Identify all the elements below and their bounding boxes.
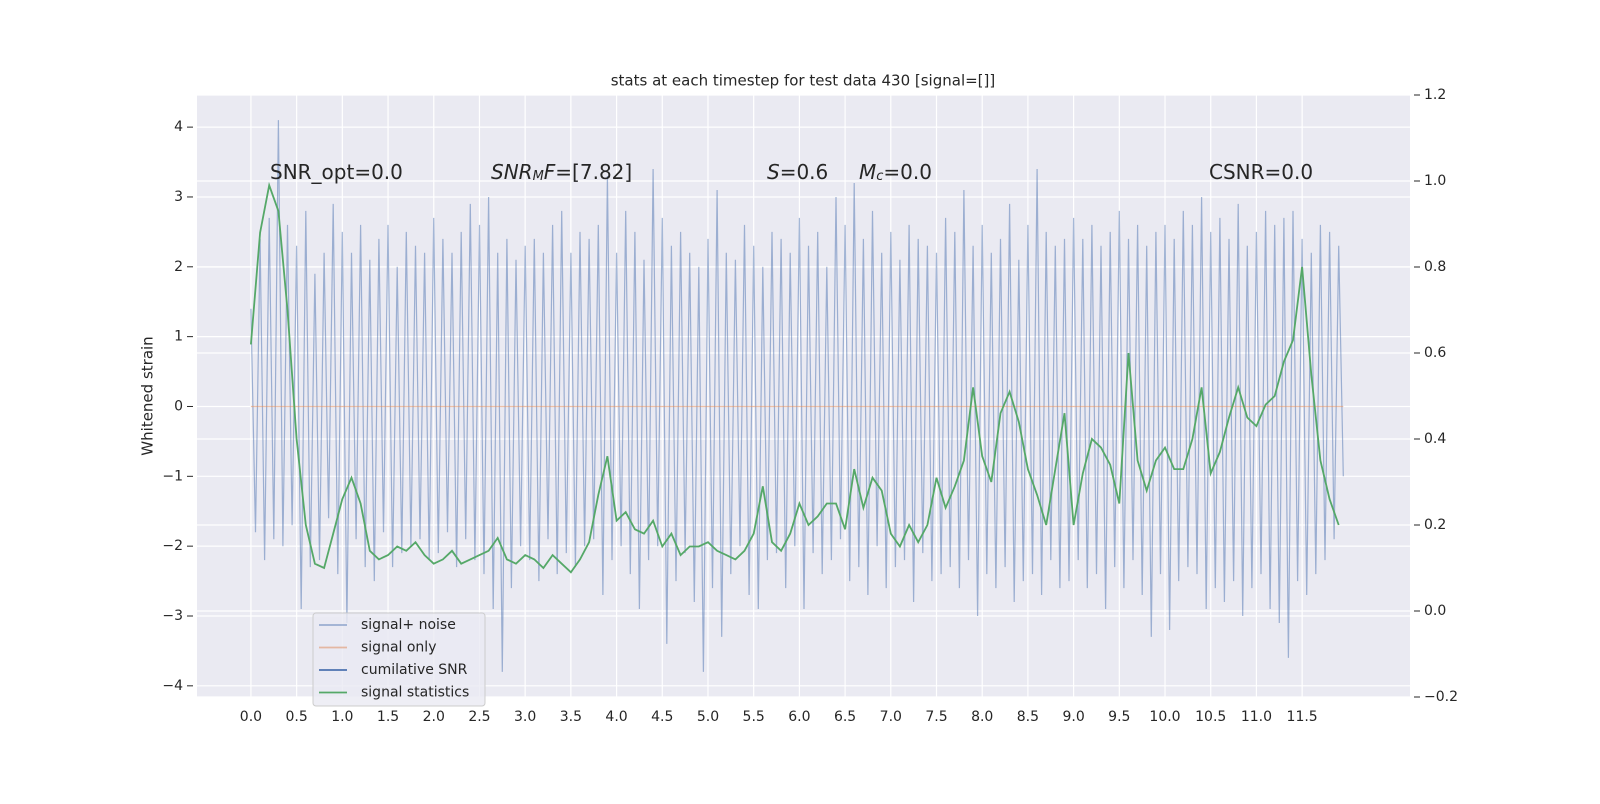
y-tick-label: 2 bbox=[174, 259, 183, 275]
x-tick-label: 2.0 bbox=[423, 709, 445, 725]
y-tick-label: 0 bbox=[174, 398, 183, 414]
x-tick-label: 0.0 bbox=[240, 709, 262, 725]
annotation-part: c bbox=[876, 169, 883, 184]
x-tick-label: 1.5 bbox=[377, 709, 399, 725]
x-tick-label: 4.5 bbox=[651, 709, 673, 725]
x-tick-label: 10.5 bbox=[1195, 709, 1226, 725]
x-tick-label: 2.5 bbox=[468, 709, 490, 725]
y-tick-label: −1 bbox=[162, 468, 183, 484]
y-tick-label: −4 bbox=[162, 678, 183, 694]
y2-tick-label: 1.0 bbox=[1424, 173, 1446, 189]
x-tick-label: 10.0 bbox=[1149, 709, 1180, 725]
annotation-part: F bbox=[544, 160, 556, 184]
x-tick-label: 9.0 bbox=[1062, 709, 1084, 725]
y-tick-label: −3 bbox=[162, 608, 183, 624]
annotation-part: M bbox=[533, 169, 544, 184]
x-tick-label: 3.0 bbox=[514, 709, 536, 725]
annotation-part: =0.0 bbox=[883, 160, 932, 184]
annotation-part: SNR bbox=[491, 160, 533, 184]
x-tick-label: 0.5 bbox=[286, 709, 308, 725]
x-tick-label: 11.0 bbox=[1241, 709, 1272, 725]
x-tick-label: 6.0 bbox=[788, 709, 810, 725]
annotation: SNR_opt=0.0 bbox=[270, 160, 403, 184]
x-tick-label: 5.5 bbox=[743, 709, 765, 725]
y2-tick-label: 1.2 bbox=[1424, 87, 1446, 103]
x-tick-label: 9.5 bbox=[1108, 709, 1130, 725]
annotation: CSNR=0.0 bbox=[1209, 160, 1313, 184]
y2-tick-label: 0.6 bbox=[1424, 345, 1446, 361]
y-tick-label: −2 bbox=[162, 538, 183, 554]
annotation-part: CSNR=0.0 bbox=[1209, 160, 1313, 184]
y2-tick-label: −0.2 bbox=[1424, 689, 1458, 705]
y-tick-label: 1 bbox=[174, 329, 183, 345]
y2-tick-label: 0.2 bbox=[1424, 517, 1446, 533]
legend-label: signal only bbox=[361, 640, 436, 656]
legend-label: signal+ noise bbox=[361, 617, 456, 633]
x-tick-label: 1.0 bbox=[331, 709, 353, 725]
annotation: Mc=0.0 bbox=[859, 160, 932, 185]
x-tick-label: 8.5 bbox=[1017, 709, 1039, 725]
legend-label: cumilative SNR bbox=[361, 662, 468, 678]
y-tick-label: 3 bbox=[174, 189, 183, 205]
annotation-part: S bbox=[767, 160, 780, 184]
annotation: S=0.6 bbox=[767, 160, 828, 184]
legend: signal+ noise signal only cumilative SNR si… bbox=[312, 612, 486, 707]
y-tick-label: 4 bbox=[174, 119, 183, 135]
y2-tick-label: 0.8 bbox=[1424, 259, 1446, 275]
x-tick-label: 7.0 bbox=[880, 709, 902, 725]
annotation-part: M bbox=[859, 160, 876, 184]
y2-tick-label: 0.0 bbox=[1424, 603, 1446, 619]
annotation-part: =[7.82] bbox=[555, 160, 632, 184]
x-tick-label: 5.0 bbox=[697, 709, 719, 725]
x-tick-label: 4.0 bbox=[605, 709, 627, 725]
annotation-part: =0.6 bbox=[780, 160, 829, 184]
annotation-part: SNR_opt=0.0 bbox=[270, 160, 403, 184]
x-tick-label: 6.5 bbox=[834, 709, 856, 725]
series-line bbox=[250, 181, 1340, 574]
annotation: SNRMF=[7.82] bbox=[491, 160, 632, 185]
series-line bbox=[250, 120, 1344, 672]
chart-title: stats at each timestep for test data 430… bbox=[611, 72, 996, 90]
x-tick-label: 8.0 bbox=[971, 709, 993, 725]
legend-box bbox=[312, 612, 486, 707]
x-tick-label: 7.5 bbox=[925, 709, 947, 725]
x-tick-label: 3.5 bbox=[560, 709, 582, 725]
y2-tick-label: 0.4 bbox=[1424, 431, 1446, 447]
y-axis-label: Whitened strain bbox=[139, 336, 157, 455]
legend-label: signal statistics bbox=[361, 685, 469, 701]
x-tick-label: 11.5 bbox=[1287, 709, 1318, 725]
